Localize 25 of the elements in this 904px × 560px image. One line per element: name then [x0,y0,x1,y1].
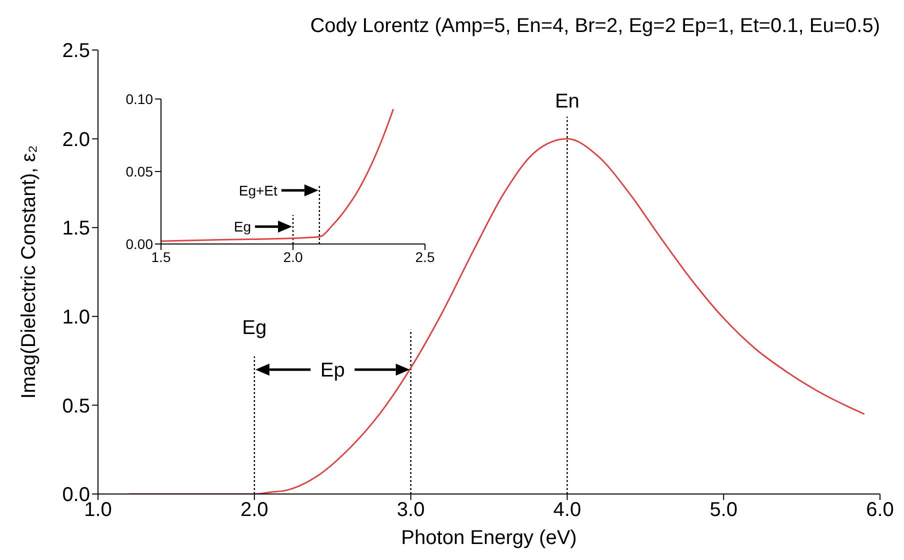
y-tick-label: 2.5 [62,40,90,62]
annotation: Eg [242,317,267,340]
x-tick-label: 2.0 [283,248,303,265]
x-tick-label: 1.5 [151,248,171,265]
y-axis-title: Imag(Dielectric Constant), ε₂ [18,145,40,399]
annotation: Eg+Et [238,182,278,198]
chart-title: Cody Lorentz (Amp=5, En=4, Br=2, Eg=2 Ep=1, Et=0.1, Eu=0.5) [310,15,880,37]
annotation: En [554,90,580,113]
y-tick-label: 2.0 [62,128,90,151]
y-tick-label: 0.5 [62,395,90,418]
annotation: Ep [320,360,345,382]
x-tick-label: 2.0 [240,499,268,522]
y-tick-label: 0.00 [126,236,154,252]
y-tick-label: 1.5 [62,218,90,240]
x-axis-title: Photon Energy (eV) [401,527,577,549]
line-series [161,108,394,242]
y-tick-label: 0.10 [126,90,154,107]
x-tick-label: 4.0 [553,499,582,522]
y-tick-label: 0.05 [126,163,154,180]
x-tick-label: 5.0 [710,499,738,522]
x-tick-label: 3.0 [396,499,425,522]
annotation: Eg [234,218,251,234]
x-tick-label: 6.0 [866,499,894,522]
y-tick-label: 1.0 [62,306,90,328]
x-tick-label: 2.5 [415,248,435,265]
